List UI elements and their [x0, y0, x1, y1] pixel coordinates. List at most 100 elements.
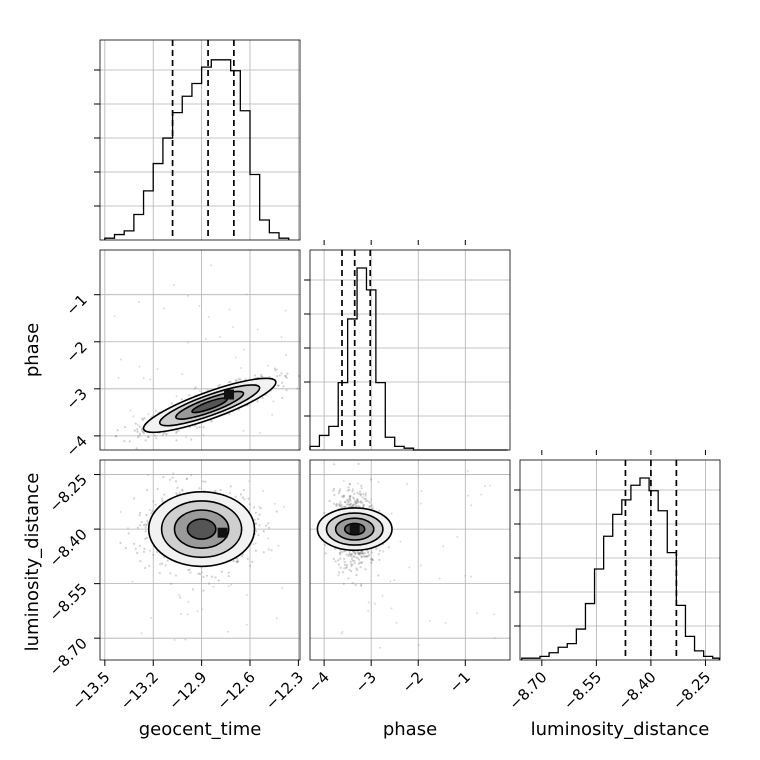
outlier-point	[127, 527, 129, 530]
scatter-point	[119, 541, 122, 545]
scatter-point	[214, 576, 217, 579]
scatter-point	[267, 522, 270, 525]
scatter-point	[254, 511, 257, 514]
scatter-point	[349, 560, 352, 563]
scatter-point	[246, 557, 249, 560]
scatter-point	[282, 385, 285, 388]
outlier-point	[444, 621, 447, 624]
scatter-point	[185, 477, 189, 480]
scatter-point	[354, 551, 357, 554]
outlier-point	[419, 502, 422, 505]
scatter-point	[341, 495, 344, 498]
outlier-point	[258, 506, 261, 509]
outlier-point	[132, 415, 135, 418]
scatter-point	[217, 579, 220, 582]
scatter-point	[227, 381, 230, 384]
outlier-point	[337, 574, 340, 577]
scatter-point	[352, 555, 355, 558]
outlier-point	[113, 315, 116, 318]
scatter-point	[154, 434, 157, 437]
scatter-point	[363, 552, 367, 555]
outlier-point	[259, 432, 262, 435]
scatter-point	[260, 373, 263, 376]
scatter-point	[235, 560, 238, 564]
hist-panel-geocent-time	[94, 39, 301, 241]
xlabel-phase: phase	[383, 719, 437, 740]
outlier-point	[117, 376, 120, 379]
outlier-point	[240, 367, 242, 369]
scatter-point	[251, 560, 254, 564]
outlier-point	[390, 512, 393, 515]
outlier-point	[149, 378, 152, 381]
xlabel-geocent-time: geocent_time	[139, 719, 262, 740]
outlier-point	[262, 490, 264, 492]
scatter-point	[361, 555, 364, 558]
scatter-point	[258, 513, 261, 516]
scatter-point	[360, 552, 363, 555]
scatter-point	[159, 563, 162, 566]
scatter-point	[274, 369, 277, 372]
scatter-point	[138, 514, 141, 517]
outlier-point	[199, 390, 201, 393]
scatter-point	[346, 489, 349, 492]
scatter-point	[144, 566, 147, 570]
scatter-point	[351, 563, 354, 566]
scatter-point	[351, 490, 354, 493]
outlier-point	[210, 264, 212, 267]
outlier-point	[186, 341, 189, 344]
scatter-point	[338, 504, 341, 507]
outlier-point	[480, 493, 483, 496]
scatter-point	[347, 554, 350, 558]
scatter-point	[356, 491, 359, 494]
scatter-point	[194, 386, 197, 389]
scatter-point	[133, 542, 136, 546]
scatter-point	[146, 489, 149, 492]
x-ticks-geocent-time: −13.5 −13.2 −12.9 −12.6 −12.3	[68, 660, 307, 713]
scatter-point	[248, 503, 251, 506]
scatter-point	[158, 572, 161, 575]
outlier-point	[419, 564, 422, 567]
scatter-point	[138, 524, 142, 527]
scatter-point	[335, 502, 338, 506]
scatter-point	[357, 501, 360, 504]
scatter-point	[345, 553, 348, 556]
scatter-point	[342, 494, 345, 497]
scatter-point	[343, 557, 346, 561]
scatter-point	[339, 553, 342, 556]
scatter-point	[236, 557, 239, 561]
histogram-phase	[309, 267, 508, 451]
outlier-point	[466, 470, 469, 472]
panel-frame	[519, 459, 721, 661]
scatter-point	[124, 547, 127, 550]
xtick-label: −1	[446, 668, 474, 696]
panels-layer: −13.5 −13.2 −12.9 −12.6 −12.3−4 −3 −2 −1 −8.70 −8…	[46, 39, 721, 713]
scatter-point	[357, 504, 360, 508]
scatter-point	[268, 526, 271, 530]
scatter-point	[235, 379, 238, 383]
scatter-point	[332, 557, 335, 561]
scatter-point	[227, 575, 230, 578]
scatter-point	[359, 493, 363, 496]
outlier-point	[184, 638, 187, 641]
scatter-point	[332, 489, 335, 492]
scatter-point	[339, 566, 342, 569]
scatter-point	[116, 429, 119, 432]
scatter-point	[135, 447, 138, 450]
outlier-point	[245, 293, 248, 296]
scatter-point	[351, 504, 354, 507]
outlier-point	[140, 632, 143, 635]
scatter-point	[260, 375, 263, 378]
xtick-label: −8.40	[614, 668, 659, 713]
scatter-point	[145, 536, 149, 540]
outlier-point	[119, 358, 122, 361]
scatter-point	[143, 547, 146, 551]
outlier-point	[234, 356, 237, 359]
outlier-point	[367, 601, 370, 604]
scatter-point	[257, 533, 260, 536]
density-peak	[217, 527, 228, 538]
scatter-point	[362, 493, 365, 496]
scatter-point	[339, 551, 342, 554]
scatter-point	[370, 558, 373, 561]
scatter-point	[362, 555, 366, 558]
scatter-point	[240, 555, 243, 558]
